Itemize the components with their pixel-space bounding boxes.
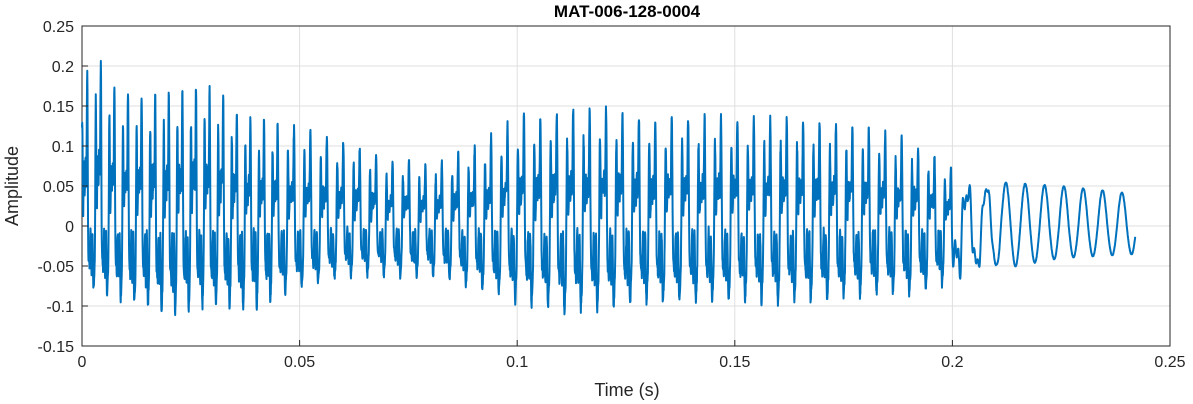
y-tick-label: -0.15	[38, 339, 75, 356]
y-tick-label: -0.05	[38, 259, 75, 276]
y-tick-label: -0.1	[46, 299, 74, 316]
x-tick-label: 0.2	[941, 354, 963, 371]
waveform-series	[81, 59, 1137, 317]
x-tick-label: 0.1	[506, 354, 528, 371]
x-tick-label: 0.15	[719, 354, 750, 371]
x-tick-label: 0.05	[284, 354, 315, 371]
amplitude-line	[81, 59, 1137, 317]
x-axis-label: Time (s)	[594, 380, 659, 400]
y-tick-label: 0.1	[52, 139, 74, 156]
x-tick-label: 0	[78, 354, 87, 371]
y-tick-label: 0.05	[43, 179, 74, 196]
x-axis: 0 0.05 0.1 0.15 0.2 0.25	[78, 340, 1186, 371]
y-tick-label: 0.2	[52, 59, 74, 76]
y-axis: 0.25 0.2 0.15 0.1 0.05 0 -0.05 -0.1 -0.15	[38, 19, 88, 356]
y-axis-label: Amplitude	[2, 146, 22, 226]
x-tick-label: 0.25	[1154, 354, 1185, 371]
y-tick-label: 0.25	[43, 19, 74, 36]
y-tick-label: 0.15	[43, 99, 74, 116]
chart-title: MAT-006-128-0004	[554, 2, 701, 21]
y-tick-label: 0	[65, 219, 74, 236]
